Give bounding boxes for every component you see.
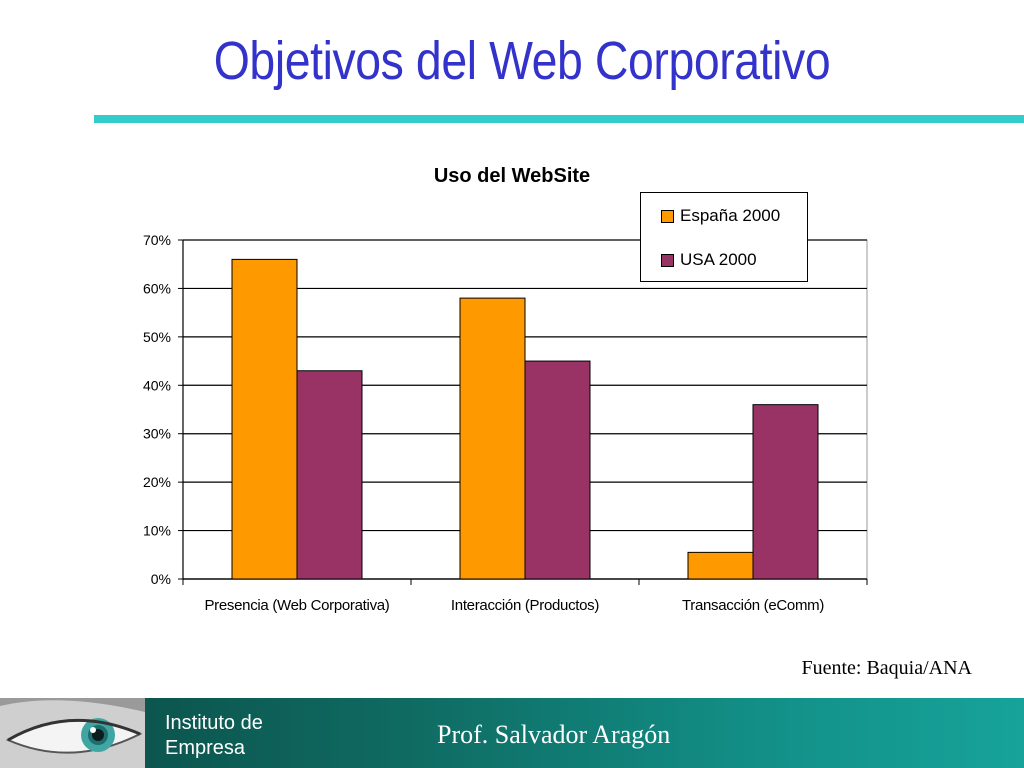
legend-swatch-espana — [661, 209, 674, 223]
chart-legend: España 2000 USA 2000 — [640, 192, 808, 282]
eye-icon — [0, 698, 145, 768]
y-tick-label: 30% — [143, 426, 171, 442]
bar — [296, 370, 363, 580]
y-tick-label: 20% — [143, 474, 171, 490]
chart-title: Uso del WebSite — [434, 165, 590, 187]
bar-chart: 0% 10% 20% 30% 40% 50% 60% 70% Presencia (Web Co… — [143, 165, 868, 614]
bar — [752, 404, 819, 580]
institute-line-2: Empresa — [165, 737, 246, 759]
legend-swatch-usa — [661, 253, 674, 267]
bar — [687, 551, 754, 580]
legend-item-espana: España 2000 — [661, 206, 780, 226]
y-tick-label: 10% — [143, 523, 171, 539]
x-tick-label: Interacción (Productos) — [451, 597, 599, 614]
x-tick-label: Transacción (eComm) — [682, 597, 824, 614]
institute-name: Instituto de Empresa — [165, 711, 263, 761]
bar — [231, 258, 298, 580]
footer-bar — [0, 698, 1024, 768]
y-tick-label: 0% — [151, 571, 171, 587]
legend-item-usa: USA 2000 — [661, 250, 757, 270]
bar — [459, 297, 526, 580]
bar — [524, 360, 591, 580]
y-tick-label: 70% — [143, 232, 171, 248]
legend-label-espana: España 2000 — [680, 206, 781, 225]
y-tick-label: 50% — [143, 329, 171, 345]
title-divider — [94, 115, 1024, 123]
eye-logo — [0, 698, 145, 768]
x-tick-label: Presencia (Web Corporativa) — [204, 597, 389, 614]
professor-name: Prof. Salvador Aragón — [437, 720, 671, 749]
institute-line-1: Instituto de — [165, 712, 263, 734]
source-note: Fuente: Baquia/ANA — [801, 657, 972, 679]
legend-label-usa: USA 2000 — [680, 250, 757, 269]
y-tick-label: 40% — [143, 377, 171, 393]
slide-title: Objetivos del Web Corporativo — [213, 31, 831, 91]
y-tick-label: 60% — [143, 280, 171, 296]
